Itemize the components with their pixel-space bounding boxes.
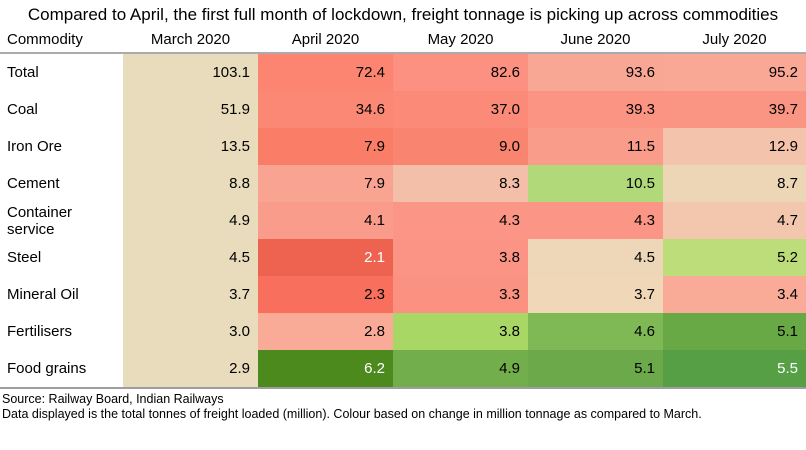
heatmap-cell: 8.7 — [663, 165, 806, 202]
heatmap-cell: 12.9 — [663, 128, 806, 165]
row-label: Total — [7, 64, 39, 81]
row-label: Container service — [7, 203, 73, 238]
freight-heatmap-table: Commodity March 2020 April 2020 May 2020… — [0, 28, 806, 389]
heatmap-cell: 5.5 — [663, 350, 806, 389]
table-row-container-service: Container service 4.9 4.1 4.3 4.3 4.7 — [0, 202, 806, 239]
heatmap-cell: 3.0 — [123, 313, 258, 350]
table-row-steel: Steel 4.5 2.1 3.8 4.5 5.2 — [0, 239, 806, 276]
heatmap-cell: 3.4 — [663, 276, 806, 313]
heatmap-cell: 5.1 — [528, 350, 663, 389]
heatmap-cell: 3.8 — [393, 239, 528, 276]
table-row-total: Total 103.1 72.4 82.6 93.6 95.2 — [0, 53, 806, 91]
heatmap-cell: 4.5 — [528, 239, 663, 276]
heatmap-cell: 4.3 — [393, 202, 528, 239]
table-row-cement: Cement 8.8 7.9 8.3 10.5 8.7 — [0, 165, 806, 202]
heatmap-cell: 4.3 — [528, 202, 663, 239]
heatmap-cell: 82.6 — [393, 53, 528, 91]
row-label: Iron Ore — [7, 138, 63, 155]
row-label: Food grains — [0, 350, 123, 389]
source-note: Source: Railway Board, Indian Railways — [2, 392, 224, 406]
heatmap-cell: 5.2 — [663, 239, 806, 276]
heatmap-cell: 4.9 — [393, 350, 528, 389]
heatmap-cell: 5.1 — [663, 313, 806, 350]
heatmap-cell: 37.0 — [393, 91, 528, 128]
heatmap-cell: 3.7 — [528, 276, 663, 313]
heatmap-cell: 72.4 — [258, 53, 393, 91]
heatmap-cell: 7.9 — [258, 128, 393, 165]
heatmap-cell: 8.8 — [123, 165, 258, 202]
heatmap-cell: 4.6 — [528, 313, 663, 350]
heatmap-cell: 4.5 — [123, 239, 258, 276]
heatmap-cell: 3.8 — [393, 313, 528, 350]
header-row: Commodity March 2020 April 2020 May 2020… — [0, 28, 806, 54]
row-label: Coal — [7, 101, 38, 118]
table-row-iron-ore: Iron Ore 13.5 7.9 9.0 11.5 12.9 — [0, 128, 806, 165]
data-note: Data displayed is the total tonnes of fr… — [2, 407, 702, 421]
heatmap-cell: 4.9 — [123, 202, 258, 239]
column-header-may-2020: May 2020 — [393, 28, 528, 54]
heatmap-cell: 8.3 — [393, 165, 528, 202]
heatmap-cell: 2.8 — [258, 313, 393, 350]
heatmap-cell: 34.6 — [258, 91, 393, 128]
row-label: Steel — [7, 249, 42, 266]
column-header-july-2020: July 2020 — [663, 28, 806, 54]
column-header-march-2020: March 2020 — [123, 28, 258, 54]
table-row-food-grains: Food grains 2.9 6.2 4.9 5.1 5.5 — [0, 350, 806, 389]
heatmap-cell: 6.2 — [258, 350, 393, 389]
heatmap-cell: 39.7 — [663, 91, 806, 128]
heatmap-cell: 10.5 — [528, 165, 663, 202]
row-label: Mineral Oil — [7, 286, 79, 303]
chart-title: Compared to April, the first full month … — [27, 5, 779, 24]
heatmap-cell: 2.9 — [123, 350, 258, 389]
heatmap-cell: 3.7 — [123, 276, 258, 313]
column-header-commodity: Commodity — [0, 28, 123, 54]
heatmap-cell: 93.6 — [528, 53, 663, 91]
heatmap-cell: 51.9 — [123, 91, 258, 128]
table-row-fertilisers: Fertilisers 3.0 2.8 3.8 4.6 5.1 — [0, 313, 806, 350]
heatmap-cell: 7.9 — [258, 165, 393, 202]
row-label: Fertilisers — [7, 323, 73, 340]
heatmap-cell: 39.3 — [528, 91, 663, 128]
heatmap-cell: 2.1 — [258, 239, 393, 276]
heatmap-cell: 95.2 — [663, 53, 806, 91]
table-row-mineral-oil: Mineral Oil 3.7 2.3 3.3 3.7 3.4 — [0, 276, 806, 313]
heatmap-cell: 4.1 — [258, 202, 393, 239]
heatmap-cell: 11.5 — [528, 128, 663, 165]
table-row-coal: Coal 51.9 34.6 37.0 39.3 39.7 — [0, 91, 806, 128]
heatmap-cell: 103.1 — [123, 53, 258, 91]
heatmap-cell: 9.0 — [393, 128, 528, 165]
heatmap-cell: 4.7 — [663, 202, 806, 239]
row-label: Cement — [7, 175, 60, 192]
heatmap-cell: 13.5 — [123, 128, 258, 165]
column-header-april-2020: April 2020 — [258, 28, 393, 54]
column-header-june-2020: June 2020 — [528, 28, 663, 54]
footer: Source: Railway Board, Indian Railways D… — [2, 392, 806, 422]
heatmap-cell: 2.3 — [258, 276, 393, 313]
heatmap-cell: 3.3 — [393, 276, 528, 313]
